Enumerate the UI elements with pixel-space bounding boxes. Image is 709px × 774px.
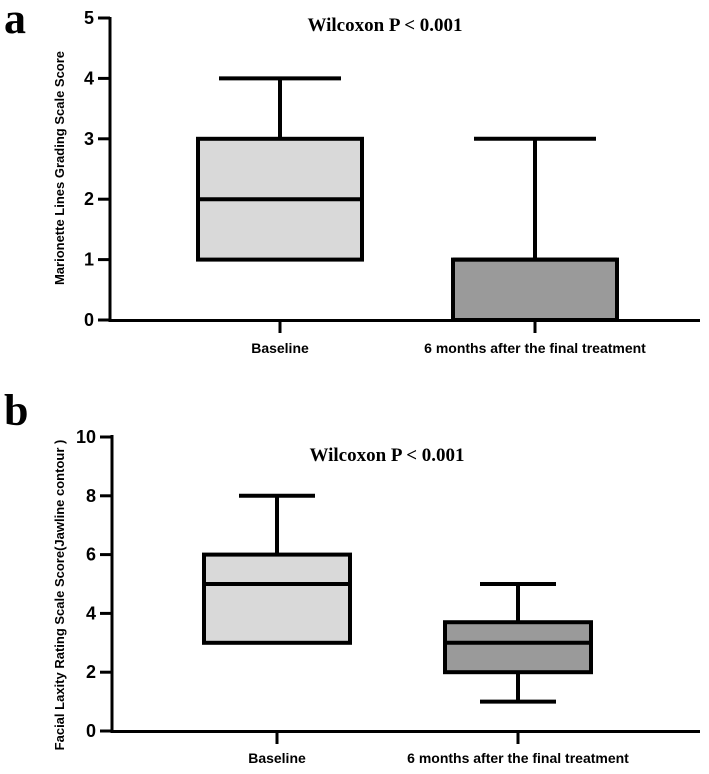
panel-b-box-6-months: [443, 582, 593, 704]
panel-a-y-ticks: 0 1 2 3 4 5: [84, 8, 110, 330]
panel-b-baseline-iqr-box: [202, 552, 352, 645]
panel-a-box-6-months: [451, 136, 619, 323]
panel-a: a Wilcoxon P < 0.001 Marionette Lines Gr…: [4, 0, 700, 356]
panel-b-x-axis: Baseline 6 months after the final treatm…: [112, 730, 700, 766]
panel-a-y-tick-label-3: 3: [84, 129, 94, 149]
panel-a-stat-annotation: Wilcoxon P < 0.001: [307, 15, 462, 36]
panel-b-y-ticks: 0 2 4 6 8 10: [76, 427, 112, 741]
panel-b: b Wilcoxon P < 0.001 Facial Laxity Ratin…: [4, 386, 700, 766]
panel-a-letter: a: [4, 0, 26, 43]
panel-a-y-axis: 0 1 2 3 4 5: [84, 8, 112, 330]
panel-b-y-tick-label-8: 8: [86, 486, 96, 506]
panel-b-stat-annotation: Wilcoxon P < 0.001: [309, 445, 464, 466]
panel-b-y-axis: 0 2 4 6 8 10: [76, 427, 114, 741]
panel-a-y-axis-label: Marionette Lines Grading Scale Score: [52, 51, 67, 285]
panel-a-y-tick-label-1: 1: [84, 250, 94, 270]
panel-b-y-tick-label-0: 0: [86, 721, 96, 741]
panel-b-y-tick-label-6: 6: [86, 545, 96, 565]
panel-a-box-baseline: [196, 76, 364, 262]
panel-a-y-tick-label-5: 5: [84, 8, 94, 28]
panel-b-y-tick-label-4: 4: [86, 603, 96, 623]
panel-b-y-tick-label-2: 2: [86, 662, 96, 682]
panel-b-letter: b: [4, 386, 28, 435]
panel-a-category-baseline: Baseline: [251, 340, 309, 356]
panel-b-y-axis-label: Facial Laxity Rating Scale Score(Jawline…: [52, 440, 67, 751]
panel-a-x-axis: Baseline 6 months after the final treatm…: [110, 319, 700, 356]
panel-a-category-6-months: 6 months after the final treatment: [424, 340, 646, 356]
panel-b-6-months-iqr-box: [443, 620, 593, 675]
panel-b-y-tick-label-10: 10: [76, 427, 96, 447]
panel-b-box-baseline: [202, 493, 352, 645]
panel-a-y-tick-label-0: 0: [84, 310, 94, 330]
panel-a-y-tick-label-2: 2: [84, 189, 94, 209]
panel-a-6-months-iqr-box: [451, 257, 619, 323]
panel-b-category-baseline: Baseline: [248, 750, 306, 766]
panel-a-y-tick-label-4: 4: [84, 68, 94, 88]
panel-b-category-6-months: 6 months after the final treatment: [407, 750, 629, 766]
